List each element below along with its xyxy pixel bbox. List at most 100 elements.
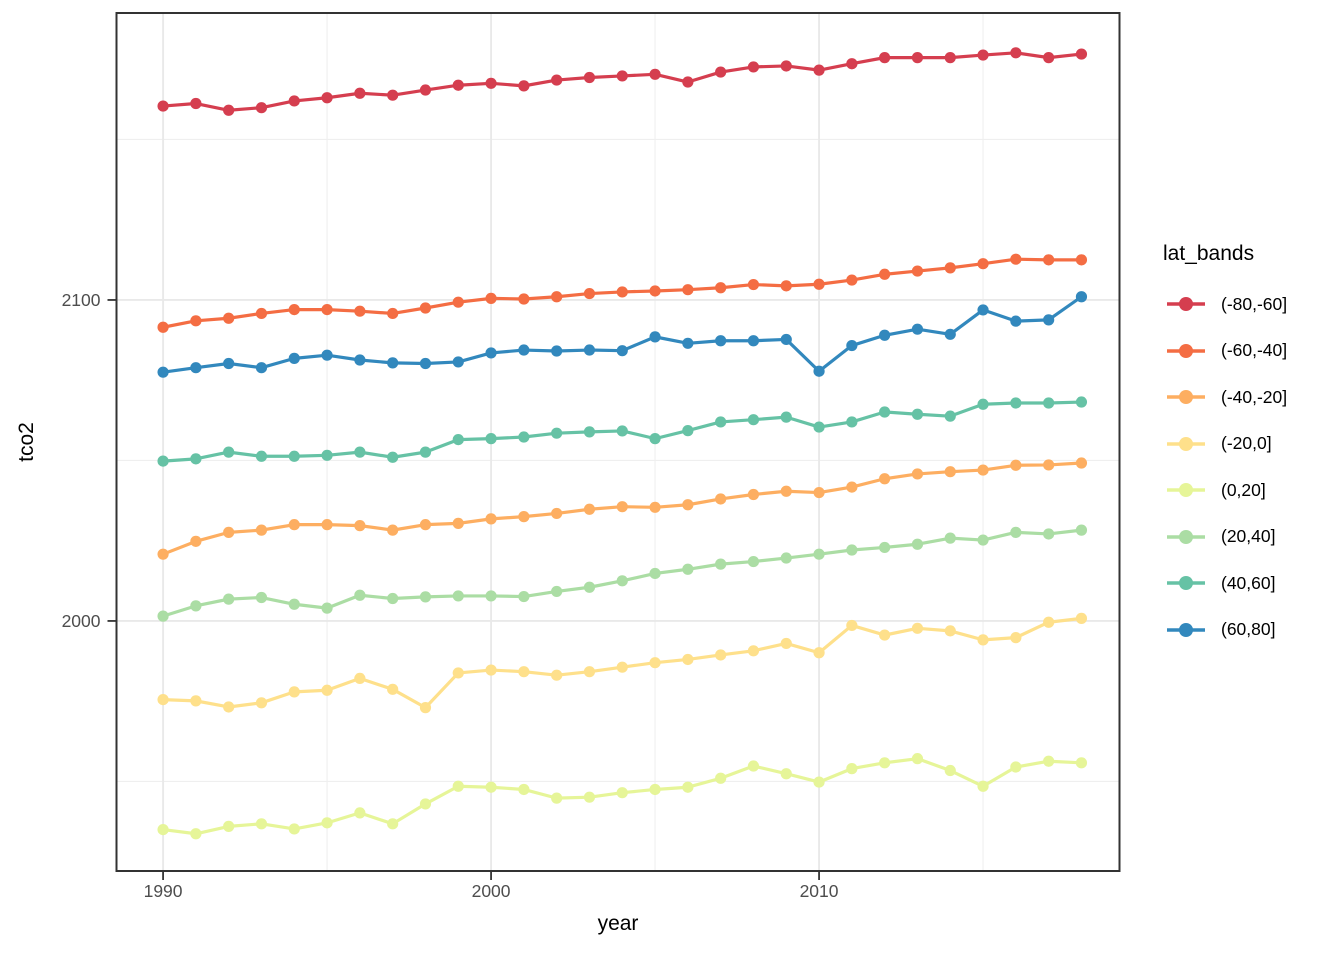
series-point-(-80,-60]: [583, 71, 596, 84]
series-point-(0,20]: [321, 817, 333, 829]
series-point-(-40,-20]: [419, 519, 432, 531]
series-point-(60,80]: [223, 357, 235, 370]
series-point-(60,80]: [682, 337, 694, 349]
series-point-(40,60]: [1075, 396, 1088, 408]
series-point-(-80,-60]: [1010, 47, 1022, 59]
series-point-(40,60]: [157, 455, 169, 467]
series-point-(-80,-60]: [223, 104, 235, 116]
series-point-(60,80]: [255, 362, 268, 374]
series-point-(-20,0]: [387, 683, 399, 695]
series-point-(60,80]: [715, 335, 727, 347]
series-point-(0,20]: [485, 781, 497, 793]
series-point-(-60,-40]: [944, 262, 956, 274]
series-point-(20,40]: [977, 534, 989, 546]
legend-key-icon: [1167, 297, 1205, 312]
series-point-(-40,-20]: [747, 488, 760, 501]
series-point-(20,40]: [911, 538, 924, 550]
series-point-(40,60]: [715, 416, 727, 428]
legend-label: (-20,0]: [1221, 433, 1272, 454]
series-point-(-60,-40]: [288, 303, 300, 316]
series-point-(-20,0]: [616, 661, 628, 673]
series-point-(-80,-60]: [879, 52, 891, 64]
series-point-(-80,-60]: [354, 87, 366, 99]
series-point-(20,40]: [747, 555, 760, 568]
series-point-(60,80]: [1010, 315, 1022, 327]
series-point-(-60,-40]: [911, 265, 924, 277]
series-point-(20,40]: [354, 589, 366, 601]
series-point-(-60,-40]: [977, 258, 989, 270]
series-point-(0,20]: [1043, 755, 1055, 767]
series-point-(40,60]: [255, 450, 268, 462]
series-point-(-80,-60]: [452, 79, 464, 91]
series-point-(-60,-40]: [715, 282, 727, 294]
series-point-(20,40]: [419, 591, 432, 603]
series-point-(-20,0]: [682, 653, 694, 666]
series-point-(0,20]: [190, 828, 202, 840]
series-point-(60,80]: [944, 328, 956, 340]
legend-key-icon: [1167, 483, 1205, 498]
legend-key-icon: [1167, 576, 1205, 591]
series-point-(-60,-40]: [846, 274, 858, 286]
series-point-(-80,-60]: [715, 66, 727, 78]
series-point-(-80,-60]: [977, 49, 989, 61]
legend-row: (60,80]: [1166, 607, 1287, 654]
series-point-(-40,-20]: [879, 473, 891, 485]
series-point-(40,60]: [879, 406, 891, 418]
series-point-(-40,-20]: [616, 501, 628, 513]
series-point-(20,40]: [583, 581, 596, 593]
series-point-(0,20]: [682, 781, 694, 793]
series-point-(40,60]: [190, 453, 202, 465]
series-point-(20,40]: [190, 600, 202, 612]
series-point-(-20,0]: [780, 637, 792, 650]
series-point-(60,80]: [977, 304, 989, 316]
series-point-(60,80]: [846, 339, 858, 352]
series-point-(-60,-40]: [518, 293, 530, 305]
series-point-(0,20]: [518, 783, 530, 796]
series-point-(-80,-60]: [846, 58, 858, 70]
legend-key-point: [1179, 483, 1193, 498]
x-tick-label: 1990: [144, 881, 183, 901]
series-point-(-40,-20]: [1075, 457, 1088, 469]
series-point-(-20,0]: [911, 622, 924, 634]
series-point-(60,80]: [387, 357, 399, 369]
series-point-(-40,-20]: [190, 535, 202, 547]
series-point-(-20,0]: [452, 667, 464, 679]
series-point-(-20,0]: [583, 666, 596, 678]
legend-key-point: [1179, 576, 1193, 591]
series-point-(-40,-20]: [583, 503, 596, 515]
series-point-(0,20]: [387, 818, 399, 830]
series-point-(0,20]: [452, 780, 464, 792]
series-point-(-40,-20]: [387, 524, 399, 536]
series-point-(20,40]: [780, 552, 792, 564]
legend-title: lat_bands: [1163, 242, 1255, 265]
series-point-(20,40]: [1075, 524, 1088, 536]
series-point-(0,20]: [780, 768, 792, 780]
series-point-(-20,0]: [1075, 612, 1088, 624]
series-point-(0,20]: [551, 792, 563, 804]
series-point-(-80,-60]: [649, 68, 661, 80]
series-point-(20,40]: [321, 602, 333, 614]
series-point-(-60,-40]: [1075, 254, 1088, 266]
series-point-(-40,-20]: [485, 513, 497, 525]
legend-label: (40,60]: [1221, 572, 1276, 593]
series-point-(-40,-20]: [354, 520, 366, 532]
series-point-(-20,0]: [1010, 632, 1022, 644]
series-point-(20,40]: [485, 590, 497, 602]
y-tick-label: 2000: [62, 611, 101, 631]
series-point-(0,20]: [1075, 757, 1088, 769]
series-point-(-20,0]: [551, 669, 563, 681]
series-point-(-60,-40]: [682, 284, 694, 296]
series-point-(-40,-20]: [846, 481, 858, 493]
legend-key-point: [1179, 529, 1193, 544]
series-point-(40,60]: [223, 446, 235, 458]
series-point-(-20,0]: [649, 657, 661, 669]
series-point-(60,80]: [452, 356, 464, 368]
series-point-(-60,-40]: [354, 305, 366, 317]
series-point-(-60,-40]: [583, 287, 596, 300]
series-point-(-80,-60]: [321, 92, 333, 104]
series-point-(-20,0]: [977, 634, 989, 646]
x-axis-title: year: [597, 912, 639, 935]
series-point-(40,60]: [518, 431, 530, 443]
series-point-(-60,-40]: [452, 296, 464, 308]
